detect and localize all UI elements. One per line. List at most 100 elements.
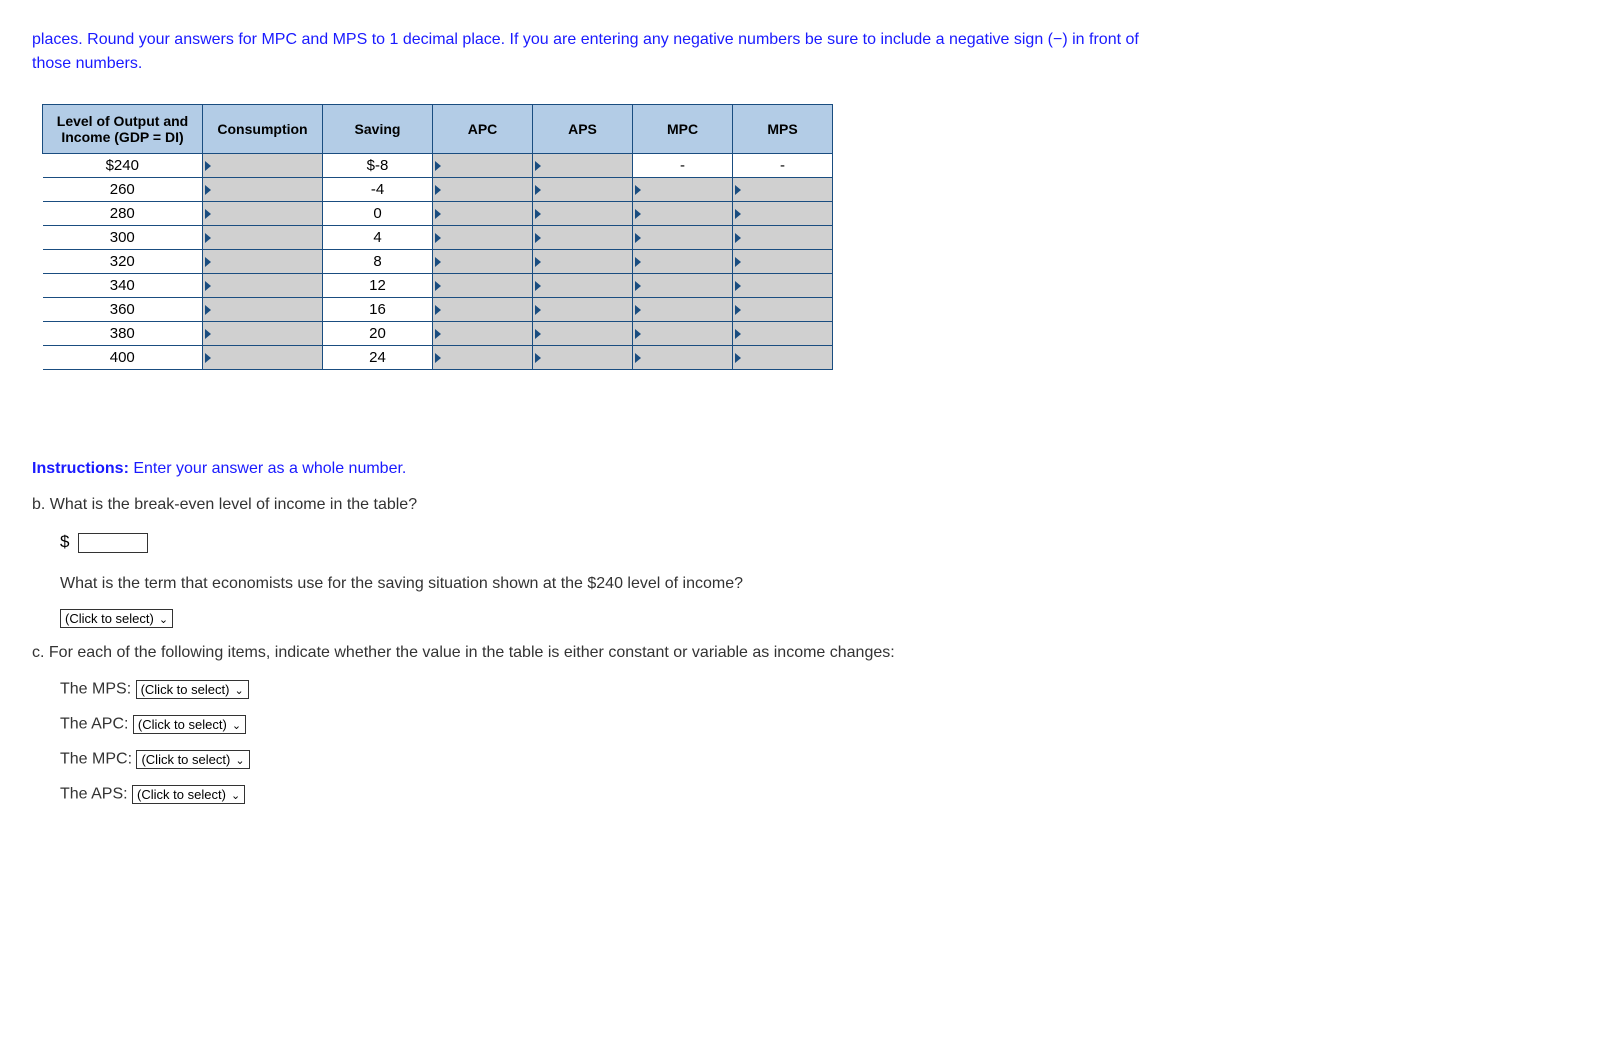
level-cell: 260 — [43, 178, 203, 202]
c-item-label: The APS: — [60, 786, 132, 803]
aps-input-cell[interactable] — [533, 250, 633, 274]
mps-input-cell[interactable] — [733, 250, 833, 274]
dollar-sign: $ — [60, 532, 69, 551]
instructions-line: Instructions: Enter your answer as a who… — [32, 460, 1568, 478]
term-select-label: (Click to select) — [65, 611, 154, 626]
c-item-select-label: (Click to select) — [137, 787, 226, 802]
consumption-input-cell[interactable] — [203, 274, 323, 298]
question-b-prompt: b. What is the break-even level of incom… — [32, 496, 1568, 514]
level-cell: 340 — [43, 274, 203, 298]
apc-input-cell[interactable] — [433, 226, 533, 250]
consumption-input-cell[interactable] — [203, 346, 323, 370]
mpc-input-cell[interactable] — [633, 178, 733, 202]
c-item: The MPS: (Click to select) ⌄ — [60, 680, 1568, 699]
mpc-input-cell[interactable] — [633, 298, 733, 322]
c-item-select-label: (Click to select) — [138, 717, 227, 732]
c-item: The MPC: (Click to select) ⌄ — [60, 750, 1568, 769]
th-mpc: MPC — [633, 105, 733, 154]
mps-input-cell[interactable] — [733, 322, 833, 346]
apc-input-cell[interactable] — [433, 322, 533, 346]
answer-b-row: $ — [60, 532, 1568, 553]
saving-cell: 8 — [323, 250, 433, 274]
th-consumption: Consumption — [203, 105, 323, 154]
mps-input-cell[interactable] — [733, 274, 833, 298]
term-question: What is the term that economists use for… — [60, 575, 1568, 593]
table-row: 2800 — [43, 202, 833, 226]
level-cell: 280 — [43, 202, 203, 226]
apc-input-cell[interactable] — [433, 298, 533, 322]
c-item-select-label: (Click to select) — [141, 682, 230, 697]
table-row: 360 16 — [43, 298, 833, 322]
mpc-input-cell[interactable] — [633, 346, 733, 370]
level-cell: 400 — [43, 346, 203, 370]
term-select[interactable]: (Click to select) ⌄ — [60, 609, 173, 628]
aps-input-cell[interactable] — [533, 346, 633, 370]
c-item-select[interactable]: (Click to select) ⌄ — [136, 680, 249, 699]
aps-input-cell[interactable] — [533, 298, 633, 322]
mps-input-cell[interactable] — [733, 346, 833, 370]
table-row: 40024 — [43, 346, 833, 370]
question-c-prompt: c. For each of the following items, indi… — [32, 644, 1568, 662]
consumption-input-cell[interactable] — [203, 178, 323, 202]
aps-input-cell[interactable] — [533, 202, 633, 226]
consumption-input-cell[interactable] — [203, 298, 323, 322]
table-row: 320 8 — [43, 250, 833, 274]
level-cell: 300 — [43, 226, 203, 250]
instructions-text: Enter your answer as a whole number. — [129, 460, 406, 477]
mpc-input-cell[interactable] — [633, 322, 733, 346]
saving-cell: -4 — [323, 178, 433, 202]
mps-input-cell[interactable] — [733, 178, 833, 202]
c-item: The APC: (Click to select) ⌄ — [60, 715, 1568, 734]
mpc-input-cell[interactable] — [633, 250, 733, 274]
apc-input-cell[interactable] — [433, 250, 533, 274]
aps-input-cell[interactable] — [533, 274, 633, 298]
chevron-down-icon: ⌄ — [231, 685, 243, 697]
th-apc: APC — [433, 105, 533, 154]
apc-input-cell[interactable] — [433, 178, 533, 202]
consumption-input-cell[interactable] — [203, 322, 323, 346]
c-item: The APS: (Click to select) ⌄ — [60, 785, 1568, 804]
data-table: Level of Output and Income (GDP = DI) Co… — [42, 104, 833, 370]
consumption-input-cell[interactable] — [203, 154, 323, 178]
table-row: $240$-8-- — [43, 154, 833, 178]
level-cell: 360 — [43, 298, 203, 322]
consumption-input-cell[interactable] — [203, 226, 323, 250]
table-row: 380 20 — [43, 322, 833, 346]
apc-input-cell[interactable] — [433, 346, 533, 370]
consumption-input-cell[interactable] — [203, 202, 323, 226]
chevron-down-icon: ⌄ — [232, 755, 244, 767]
mpc-input-cell[interactable] — [633, 226, 733, 250]
c-item-select[interactable]: (Click to select) ⌄ — [132, 785, 245, 804]
aps-input-cell[interactable] — [533, 226, 633, 250]
saving-cell: 20 — [323, 322, 433, 346]
saving-cell: 16 — [323, 298, 433, 322]
level-cell: 380 — [43, 322, 203, 346]
th-aps: APS — [533, 105, 633, 154]
apc-input-cell[interactable] — [433, 274, 533, 298]
mpc-input-cell[interactable] — [633, 202, 733, 226]
level-cell: $240 — [43, 154, 203, 178]
mpc-cell: - — [633, 154, 733, 178]
apc-input-cell[interactable] — [433, 154, 533, 178]
mps-input-cell[interactable] — [733, 202, 833, 226]
table-row: 260 -4 — [43, 178, 833, 202]
chevron-down-icon: ⌄ — [229, 720, 241, 732]
c-item-select[interactable]: (Click to select) ⌄ — [136, 750, 249, 769]
mpc-input-cell[interactable] — [633, 274, 733, 298]
c-item-select[interactable]: (Click to select) ⌄ — [133, 715, 246, 734]
mps-input-cell[interactable] — [733, 298, 833, 322]
aps-input-cell[interactable] — [533, 154, 633, 178]
chevron-down-icon: ⌄ — [228, 790, 240, 802]
consumption-input-cell[interactable] — [203, 250, 323, 274]
aps-input-cell[interactable] — [533, 178, 633, 202]
break-even-input[interactable] — [78, 533, 148, 553]
aps-input-cell[interactable] — [533, 322, 633, 346]
intro-text: places. Round your answers for MPC and M… — [32, 28, 1162, 76]
c-item-label: The MPS: — [60, 681, 136, 698]
saving-cell: 4 — [323, 226, 433, 250]
th-level: Level of Output and Income (GDP = DI) — [43, 105, 203, 154]
level-cell: 320 — [43, 250, 203, 274]
mps-input-cell[interactable] — [733, 226, 833, 250]
mps-cell: - — [733, 154, 833, 178]
apc-input-cell[interactable] — [433, 202, 533, 226]
